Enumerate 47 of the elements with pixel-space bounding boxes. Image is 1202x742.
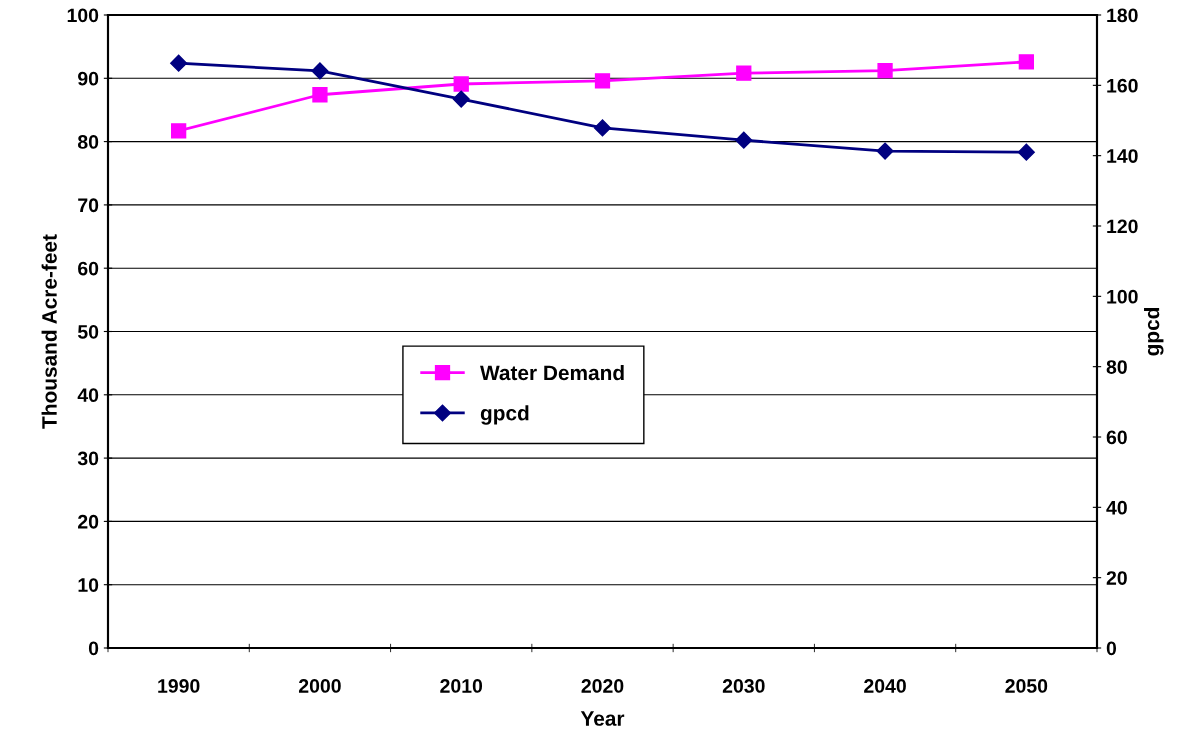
y-tick-label: 90 bbox=[78, 71, 99, 86]
y-axis-title: Thousand Acre-feet bbox=[41, 234, 57, 429]
y-tick-label: 20 bbox=[78, 514, 99, 529]
point bbox=[1018, 54, 1034, 70]
point bbox=[171, 123, 187, 139]
x-tick-label: 2010 bbox=[440, 679, 483, 693]
point bbox=[311, 62, 329, 80]
y2-tick-label: 60 bbox=[1106, 430, 1127, 445]
point bbox=[1017, 143, 1035, 161]
y-tick-label: 80 bbox=[77, 135, 99, 149]
point bbox=[736, 65, 752, 81]
point bbox=[453, 76, 469, 92]
y2-tick-label: 160 bbox=[1107, 78, 1138, 93]
y2-tick-label: 40 bbox=[1106, 500, 1127, 515]
y-tick-label: 30 bbox=[77, 451, 99, 466]
y2-tick-label: 20 bbox=[1106, 571, 1127, 585]
point bbox=[735, 131, 753, 149]
point bbox=[594, 73, 611, 89]
y2-tick-label: 80 bbox=[1106, 360, 1127, 374]
point bbox=[452, 90, 470, 108]
legend-label: Water Demand bbox=[480, 364, 624, 381]
x-tick-label: 2000 bbox=[298, 679, 341, 693]
x-tick-label: 2040 bbox=[864, 679, 906, 693]
y2-axis-title: gpcd bbox=[1144, 307, 1164, 356]
legend-label: gpcd bbox=[480, 405, 529, 425]
point bbox=[170, 54, 188, 72]
y-tick-label: 70 bbox=[78, 198, 99, 213]
y-tick-label: 10 bbox=[78, 578, 99, 592]
point bbox=[312, 87, 328, 103]
point bbox=[593, 119, 612, 137]
y2-tick-label: 180 bbox=[1107, 8, 1138, 23]
y-tick-label: 50 bbox=[77, 324, 99, 339]
y2-tick-label: 140 bbox=[1107, 149, 1138, 163]
point bbox=[877, 63, 893, 79]
y2-tick-label: 0 bbox=[1106, 641, 1117, 656]
x-axis-title: Year bbox=[580, 711, 625, 726]
y2-tick-label: 120 bbox=[1107, 219, 1138, 234]
y-tick-label: 60 bbox=[78, 261, 99, 276]
y-tick-label: 0 bbox=[88, 641, 99, 656]
point bbox=[876, 142, 894, 160]
y2-tick-label: 100 bbox=[1107, 289, 1138, 304]
y-tick-label: 100 bbox=[67, 8, 99, 23]
x-tick-label: 1990 bbox=[158, 679, 200, 693]
y-tick-label: 40 bbox=[77, 388, 99, 403]
x-tick-label: 2020 bbox=[581, 679, 624, 693]
x-tick-label: 2030 bbox=[722, 679, 765, 693]
x-tick-label: 2050 bbox=[1005, 679, 1048, 693]
